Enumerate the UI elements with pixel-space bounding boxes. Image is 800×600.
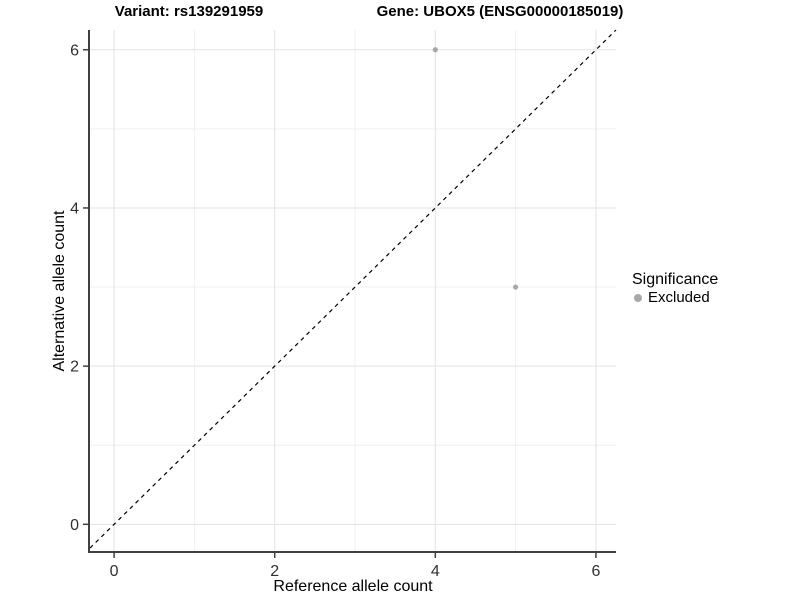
y-tick-label: 4 — [70, 200, 79, 217]
plot-title-variant: Variant: rs139291959 — [114, 3, 264, 20]
y-tick-label: 2 — [70, 359, 79, 376]
x-tick-label: 2 — [270, 563, 279, 580]
x-tick-label: 6 — [591, 563, 600, 580]
x-tick-label: 0 — [110, 563, 119, 580]
y-tick-label: 6 — [70, 42, 79, 59]
y-axis-title: Alternative allele count — [51, 210, 68, 372]
x-axis-title: Reference allele count — [273, 578, 433, 595]
legend-title: Significance — [632, 271, 719, 288]
data-point — [513, 284, 519, 290]
legend-item-excluded: Excluded — [634, 289, 718, 306]
y-tick-label: 0 — [70, 517, 79, 534]
plot-title-gene: Gene: UBOX5 (ENSG00000185019) — [376, 3, 624, 20]
data-point — [432, 47, 438, 53]
legend-item-label: Excluded — [648, 289, 710, 306]
legend: Significance Excluded — [630, 270, 718, 306]
excluded-point-icon — [634, 293, 642, 302]
identity-dashed-line — [89, 29, 617, 549]
x-tick-label: 4 — [431, 563, 440, 580]
